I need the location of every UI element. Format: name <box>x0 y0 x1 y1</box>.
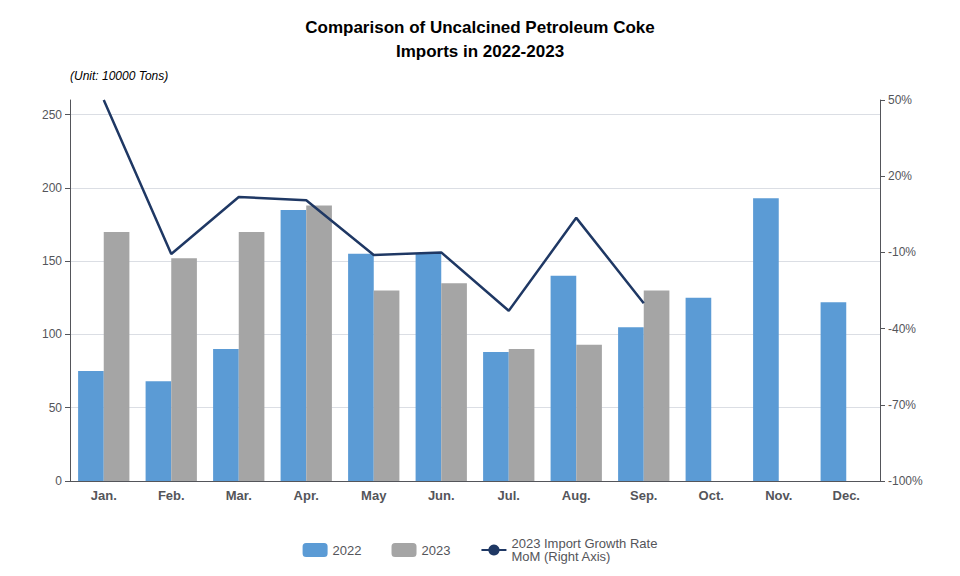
svg-text:200: 200 <box>42 181 62 195</box>
svg-text:Dec.: Dec. <box>833 488 860 503</box>
svg-text:-40%: -40% <box>888 322 916 336</box>
svg-text:-10%: -10% <box>888 245 916 259</box>
svg-text:Nov.: Nov. <box>765 488 792 503</box>
svg-text:MoM (Right Axis): MoM (Right Axis) <box>511 549 610 564</box>
svg-text:Jul.: Jul. <box>498 488 520 503</box>
svg-text:May: May <box>361 488 387 503</box>
svg-text:20%: 20% <box>888 169 912 183</box>
svg-text:2023 Import Growth Rate: 2023 Import Growth Rate <box>511 536 658 551</box>
svg-text:100: 100 <box>42 327 62 341</box>
svg-text:2023: 2023 <box>422 543 451 558</box>
svg-text:Feb.: Feb. <box>158 488 185 503</box>
svg-text:Imports in 2022-2023: Imports in 2022-2023 <box>396 42 564 61</box>
svg-text:2022: 2022 <box>333 543 362 558</box>
svg-text:150: 150 <box>42 254 62 268</box>
svg-text:Oct.: Oct. <box>699 488 724 503</box>
svg-text:Mar.: Mar. <box>226 488 252 503</box>
svg-text:Jun.: Jun. <box>428 488 455 503</box>
svg-text:Jan.: Jan. <box>91 488 117 503</box>
svg-text:250: 250 <box>42 108 62 122</box>
svg-text:50: 50 <box>49 401 63 415</box>
svg-text:-100%: -100% <box>888 474 923 488</box>
svg-text:Comparison of Uncalcined Petro: Comparison of Uncalcined Petroleum Coke <box>305 18 655 37</box>
svg-text:Apr.: Apr. <box>294 488 319 503</box>
svg-text:50%: 50% <box>888 93 912 107</box>
svg-text:Sep.: Sep. <box>630 488 657 503</box>
svg-text:(Unit: 10000 Tons): (Unit: 10000 Tons) <box>70 69 168 83</box>
svg-text:0: 0 <box>55 474 62 488</box>
svg-text:Aug.: Aug. <box>562 488 591 503</box>
svg-text:-70%: -70% <box>888 398 916 412</box>
